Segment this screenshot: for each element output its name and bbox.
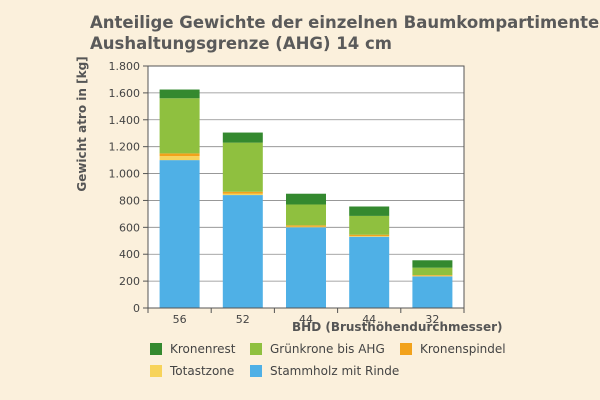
bar-segment: [349, 215, 390, 235]
bar-segment: [286, 193, 326, 205]
bar-segment: [412, 275, 453, 276]
y-tick-label: 1.400: [109, 114, 141, 127]
legend-item: Kronenrest: [150, 342, 235, 356]
bar-segment: [349, 236, 390, 237]
legend-swatch: [250, 365, 262, 377]
y-tick-label: 1.800: [109, 60, 141, 73]
y-tick-label: 1.000: [109, 168, 141, 181]
y-tick-label: 200: [119, 275, 140, 288]
bar-segment: [222, 142, 263, 192]
bar-segment: [286, 227, 326, 308]
bar-segment: [349, 236, 390, 308]
x-tick-label: 56: [173, 313, 187, 326]
chart-title: Anteilige Gewichte der einzelnen Baumkom…: [90, 12, 599, 54]
x-tick-label: 44: [299, 313, 313, 326]
bar-segment: [349, 206, 390, 216]
legend-item: Kronenspindel: [400, 342, 506, 356]
legend-swatch: [150, 365, 162, 377]
x-tick-label: 52: [236, 313, 250, 326]
bar-segment: [222, 193, 263, 196]
y-tick-label: 1.200: [109, 141, 141, 154]
bar-segment: [159, 156, 200, 161]
legend-label: Kronenrest: [170, 342, 236, 356]
x-tick-label: 32: [425, 313, 439, 326]
legend-label: Totastzone: [170, 364, 235, 378]
legend-label: Kronenspindel: [420, 342, 506, 356]
bar-segment: [412, 275, 453, 277]
bar-segment: [159, 153, 200, 157]
bar-segment: [412, 260, 453, 268]
y-tick-label: 600: [119, 221, 140, 234]
legend-item: Grünkrone bis AHG: [250, 342, 385, 356]
plot-frame: [147, 65, 465, 309]
y-tick-label: 800: [119, 194, 140, 207]
bar-segment: [222, 191, 263, 194]
bar-segment: [159, 89, 200, 99]
y-tick-label: 1.600: [109, 87, 141, 100]
bar-segment: [222, 132, 263, 143]
bar-segment: [159, 98, 200, 154]
chart-title-line-1: Anteilige Gewichte der einzelnen Baumkom…: [90, 13, 600, 32]
legend-label: Stammholz mit Rinde: [270, 364, 400, 378]
bar-segment: [286, 204, 326, 226]
chart-title-line-2: Aushaltungsgrenze (AHG) 14 cm: [90, 34, 392, 53]
bar-segment: [286, 225, 326, 227]
legend-label: Grünkrone bis AHG: [270, 342, 385, 356]
bar-segment: [412, 267, 453, 276]
bar-segment: [286, 226, 326, 228]
x-axis-label: BHD (Brusthöhendurchmesser): [292, 320, 503, 334]
legend-swatch: [150, 343, 162, 355]
x-tick-label: 44: [362, 313, 376, 326]
bar-segment: [222, 195, 263, 308]
bar-segment: [349, 234, 390, 237]
legend-item: Totastzone: [150, 364, 234, 378]
y-axis-label: Gewicht atro in [kg]: [75, 56, 89, 192]
legend-swatch: [250, 343, 262, 355]
bar-segment: [412, 276, 453, 308]
y-tick-label: 0: [133, 302, 140, 315]
bar-segment: [159, 160, 200, 308]
legend-swatch: [400, 343, 412, 355]
legend-item: Stammholz mit Rinde: [250, 364, 399, 378]
y-tick-label: 400: [119, 248, 140, 261]
